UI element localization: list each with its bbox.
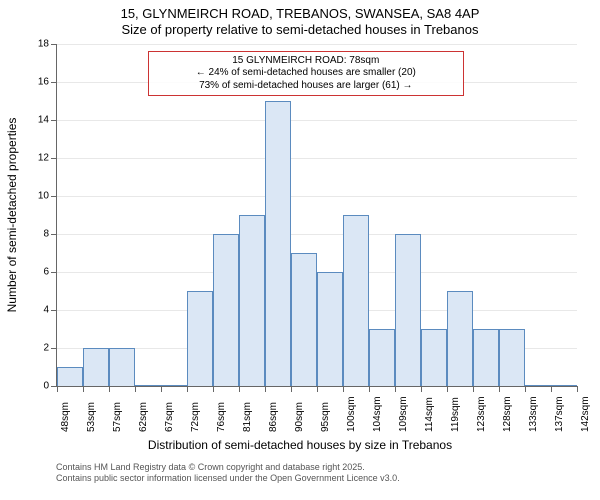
x-tick bbox=[57, 386, 58, 392]
x-tick-label: 128sqm bbox=[502, 396, 513, 432]
histogram-bar bbox=[499, 329, 524, 386]
x-tick-label: 95sqm bbox=[320, 402, 331, 432]
x-tick bbox=[551, 386, 552, 392]
x-tick bbox=[317, 386, 318, 392]
gridline bbox=[57, 234, 577, 235]
x-tick-label: 76sqm bbox=[216, 402, 227, 432]
x-tick bbox=[265, 386, 266, 392]
histogram-bar bbox=[447, 291, 472, 386]
histogram-bar bbox=[57, 367, 82, 386]
title-line-2: Size of property relative to semi-detach… bbox=[0, 22, 600, 38]
x-tick bbox=[447, 386, 448, 392]
x-tick bbox=[213, 386, 214, 392]
annotation-line: ← 24% of semi-detached houses are smalle… bbox=[155, 67, 457, 80]
histogram-bar bbox=[265, 101, 290, 386]
y-tick-label: 8 bbox=[43, 229, 57, 240]
x-tick-label: 81sqm bbox=[242, 402, 253, 432]
histogram-bar bbox=[317, 272, 342, 386]
x-tick bbox=[343, 386, 344, 392]
x-tick-label: 133sqm bbox=[528, 396, 539, 432]
histogram-bar bbox=[213, 234, 238, 386]
x-tick-label: 62sqm bbox=[138, 402, 149, 432]
y-tick-label: 6 bbox=[43, 267, 57, 278]
x-tick-label: 48sqm bbox=[60, 402, 71, 432]
annotation-line: 15 GLYNMEIRCH ROAD: 78sqm bbox=[155, 55, 457, 68]
x-tick bbox=[161, 386, 162, 392]
histogram-bar bbox=[291, 253, 316, 386]
x-tick bbox=[577, 386, 578, 392]
histogram-bar bbox=[551, 385, 576, 386]
annotation-box: 15 GLYNMEIRCH ROAD: 78sqm← 24% of semi-d… bbox=[148, 51, 464, 97]
y-tick-label: 16 bbox=[38, 77, 57, 88]
x-tick-label: 137sqm bbox=[554, 396, 565, 432]
x-tick bbox=[499, 386, 500, 392]
x-tick-label: 100sqm bbox=[346, 396, 357, 432]
histogram-bar bbox=[187, 291, 212, 386]
histogram-bar bbox=[395, 234, 420, 386]
gridline bbox=[57, 158, 577, 159]
histogram-bar bbox=[343, 215, 368, 386]
histogram-bar bbox=[161, 385, 186, 386]
x-tick-label: 104sqm bbox=[372, 396, 383, 432]
y-tick-label: 12 bbox=[38, 153, 57, 164]
x-tick-label: 67sqm bbox=[164, 402, 175, 432]
chart-container: 15, GLYNMEIRCH ROAD, TREBANOS, SWANSEA, … bbox=[0, 0, 600, 500]
gridline bbox=[57, 120, 577, 121]
x-tick bbox=[525, 386, 526, 392]
x-tick bbox=[239, 386, 240, 392]
y-tick-label: 18 bbox=[38, 39, 57, 50]
histogram-bar bbox=[109, 348, 134, 386]
plot-area: 02468101214161848sqm53sqm57sqm62sqm67sqm… bbox=[56, 44, 577, 387]
y-tick-label: 4 bbox=[43, 305, 57, 316]
histogram-bar bbox=[473, 329, 498, 386]
x-tick bbox=[109, 386, 110, 392]
x-tick-label: 86sqm bbox=[268, 402, 279, 432]
x-tick bbox=[83, 386, 84, 392]
x-tick-label: 142sqm bbox=[580, 396, 591, 432]
x-tick bbox=[187, 386, 188, 392]
x-tick bbox=[473, 386, 474, 392]
annotation-line: 73% of semi-detached houses are larger (… bbox=[155, 80, 457, 93]
x-tick-label: 90sqm bbox=[294, 402, 305, 432]
x-tick bbox=[369, 386, 370, 392]
x-tick-label: 57sqm bbox=[112, 402, 123, 432]
footer-line-2: Contains public sector information licen… bbox=[56, 473, 400, 483]
histogram-bar bbox=[239, 215, 264, 386]
y-tick-label: 0 bbox=[43, 381, 57, 392]
gridline bbox=[57, 44, 577, 45]
y-axis-label: Number of semi-detached properties bbox=[5, 118, 19, 313]
x-tick bbox=[421, 386, 422, 392]
chart-title: 15, GLYNMEIRCH ROAD, TREBANOS, SWANSEA, … bbox=[0, 6, 600, 39]
x-tick bbox=[135, 386, 136, 392]
y-tick-label: 2 bbox=[43, 343, 57, 354]
x-tick bbox=[291, 386, 292, 392]
histogram-bar bbox=[83, 348, 108, 386]
y-tick-label: 14 bbox=[38, 115, 57, 126]
x-tick-label: 109sqm bbox=[398, 396, 409, 432]
x-tick-label: 72sqm bbox=[190, 402, 201, 432]
gridline bbox=[57, 196, 577, 197]
footer-attribution: Contains HM Land Registry data © Crown c… bbox=[0, 462, 600, 485]
footer-line-1: Contains HM Land Registry data © Crown c… bbox=[56, 462, 365, 472]
histogram-bar bbox=[421, 329, 446, 386]
title-line-1: 15, GLYNMEIRCH ROAD, TREBANOS, SWANSEA, … bbox=[0, 6, 600, 22]
x-tick-label: 119sqm bbox=[450, 397, 461, 432]
histogram-bar bbox=[369, 329, 394, 386]
y-tick-label: 10 bbox=[38, 191, 57, 202]
x-tick-label: 123sqm bbox=[476, 396, 487, 432]
x-axis-label: Distribution of semi-detached houses by … bbox=[0, 438, 600, 452]
x-tick-label: 53sqm bbox=[86, 402, 97, 432]
x-tick-label: 114sqm bbox=[424, 397, 435, 432]
x-tick bbox=[395, 386, 396, 392]
histogram-bar bbox=[525, 385, 550, 386]
histogram-bar bbox=[135, 385, 160, 386]
